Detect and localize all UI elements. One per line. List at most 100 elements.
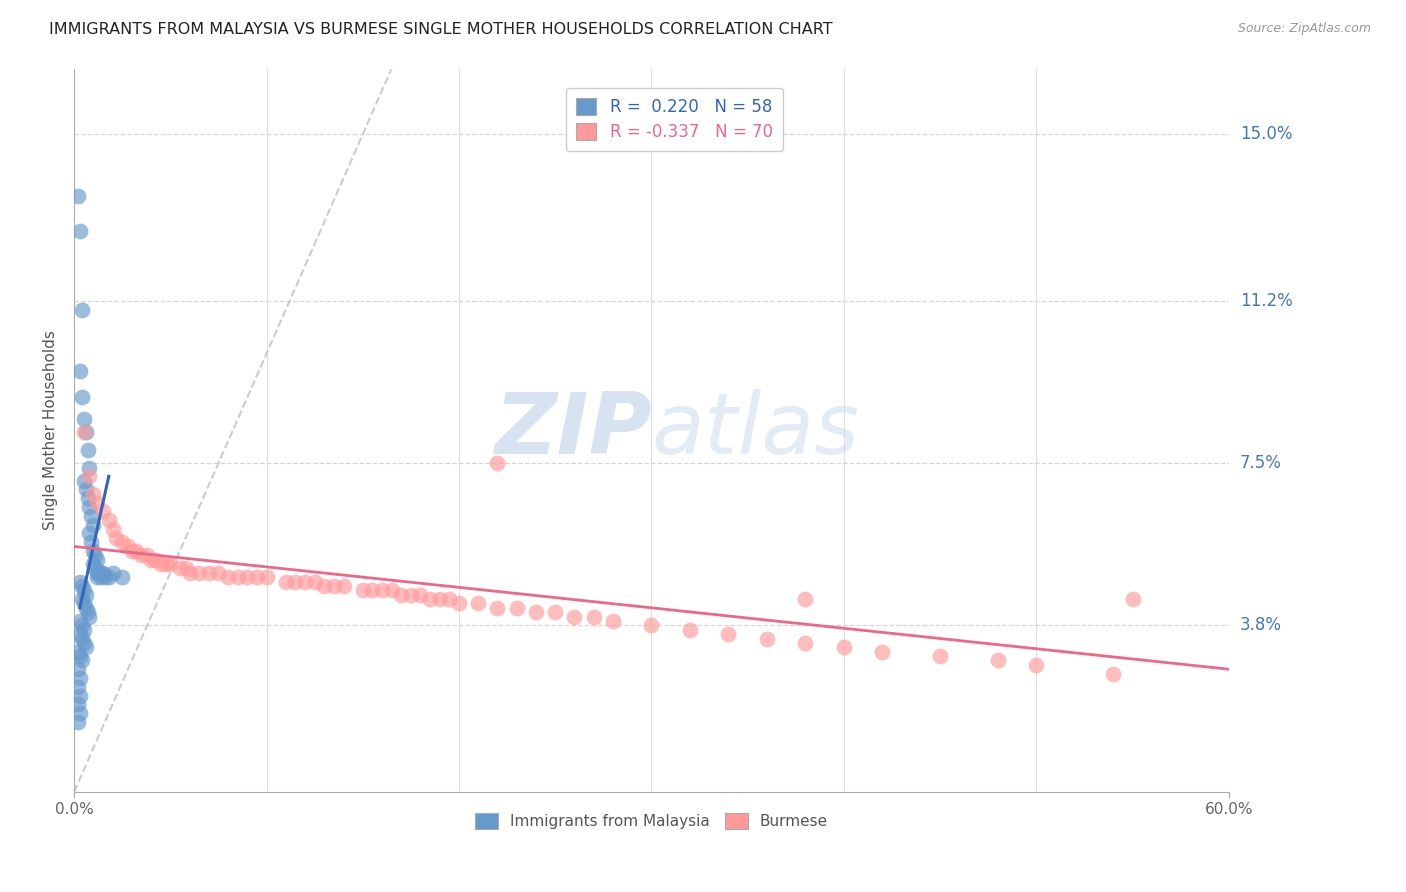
Point	[149, 557, 172, 571]
Point	[69, 706, 91, 720]
Point	[70, 592, 93, 607]
Point	[80, 508, 103, 523]
Point	[987, 653, 1010, 667]
Point	[76, 491, 98, 506]
Point	[66, 662, 89, 676]
Point	[256, 570, 278, 584]
Point	[69, 689, 91, 703]
Point	[136, 548, 159, 562]
Point	[246, 570, 269, 584]
Point	[90, 566, 112, 580]
Point	[91, 566, 114, 580]
Point	[66, 680, 89, 694]
Point	[198, 566, 221, 580]
Point	[174, 561, 197, 575]
Point	[82, 517, 104, 532]
Point	[82, 487, 104, 501]
Point	[66, 714, 89, 729]
Point	[73, 583, 96, 598]
Point	[159, 557, 181, 571]
Point	[97, 513, 120, 527]
Text: 11.2%: 11.2%	[1240, 292, 1292, 310]
Point	[94, 570, 117, 584]
Point	[70, 618, 93, 632]
Point	[76, 605, 98, 619]
Point	[66, 188, 89, 202]
Point	[86, 566, 108, 580]
Point	[143, 552, 166, 566]
Point	[76, 442, 98, 457]
Point	[73, 596, 96, 610]
Point	[236, 570, 259, 584]
Point	[486, 600, 509, 615]
Point	[755, 632, 778, 646]
Point	[79, 460, 101, 475]
Point	[284, 574, 307, 589]
Point	[352, 583, 374, 598]
Point	[70, 632, 93, 646]
Point	[90, 570, 112, 584]
Point	[75, 588, 97, 602]
Point	[409, 588, 432, 602]
Point	[70, 390, 93, 404]
Point	[69, 627, 91, 641]
Text: 3.8%: 3.8%	[1240, 616, 1282, 634]
Point	[75, 483, 97, 497]
Point	[79, 500, 101, 514]
Point	[467, 596, 489, 610]
Point	[84, 548, 107, 562]
Point	[872, 645, 894, 659]
Point	[73, 412, 96, 426]
Point	[82, 544, 104, 558]
Point	[564, 609, 586, 624]
Point	[179, 566, 201, 580]
Point	[419, 592, 441, 607]
Text: 7.5%: 7.5%	[1240, 454, 1282, 472]
Point	[207, 566, 229, 580]
Point	[381, 583, 404, 598]
Point	[294, 574, 316, 589]
Point	[361, 583, 384, 598]
Point	[1102, 666, 1125, 681]
Point	[429, 592, 451, 607]
Point	[91, 504, 114, 518]
Point	[73, 636, 96, 650]
Point	[69, 224, 91, 238]
Point	[79, 609, 101, 624]
Point	[69, 614, 91, 628]
Point	[105, 531, 128, 545]
Point	[679, 623, 702, 637]
Text: 15.0%: 15.0%	[1240, 125, 1292, 144]
Point	[86, 552, 108, 566]
Text: Source: ZipAtlas.com: Source: ZipAtlas.com	[1237, 22, 1371, 36]
Point	[524, 605, 547, 619]
Point	[66, 698, 89, 712]
Point	[84, 561, 107, 575]
Point	[304, 574, 326, 589]
Point	[101, 522, 124, 536]
Point	[86, 495, 108, 509]
Point	[121, 544, 143, 558]
Point	[371, 583, 394, 598]
Point	[131, 548, 153, 562]
Point	[794, 592, 817, 607]
Point	[226, 570, 249, 584]
Y-axis label: Single Mother Households: Single Mother Households	[44, 330, 58, 530]
Point	[544, 605, 567, 619]
Point	[322, 579, 344, 593]
Point	[155, 557, 177, 571]
Point	[399, 588, 422, 602]
Point	[86, 570, 108, 584]
Point	[97, 570, 120, 584]
Point	[124, 544, 146, 558]
Point	[73, 474, 96, 488]
Point	[139, 552, 162, 566]
Point	[79, 469, 101, 483]
Point	[832, 640, 855, 655]
Point	[70, 653, 93, 667]
Point	[69, 364, 91, 378]
Point	[75, 600, 97, 615]
Point	[447, 596, 470, 610]
Point	[486, 456, 509, 470]
Point	[794, 636, 817, 650]
